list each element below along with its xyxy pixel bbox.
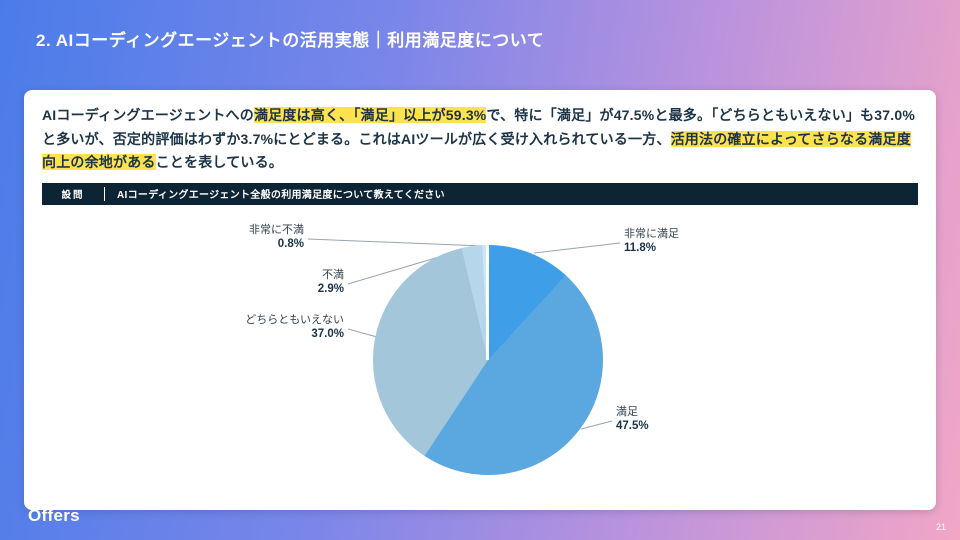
question-divider xyxy=(104,186,105,201)
summary-text: AIコーディングエージェントへの満足度は高く、「満足」以上が59.3%で、特に「… xyxy=(42,107,916,171)
offers-logo: Offers xyxy=(28,506,80,525)
pie-chart-area: 非常に満足 11.8% 満足 47.5% どちらともいえない 37.0% 不満 … xyxy=(24,205,936,497)
pie-label-very-dissatisfied: 非常に不満 0.8% xyxy=(249,223,304,251)
pie-label-dissatisfied: 不満 2.9% xyxy=(317,268,344,296)
pie-start-divider xyxy=(486,244,489,360)
page-number: 21 xyxy=(935,522,946,532)
question-bar: 設問 AIコーディングエージェント全般の利用満足度について教えてください xyxy=(42,182,918,205)
pie-label-very-satisfied: 非常に満足 11.8% xyxy=(624,227,679,255)
question-label: 設問 xyxy=(61,189,85,201)
question-text: AIコーディングエージェント全般の利用満足度について教えてください xyxy=(117,190,445,202)
pie-label-neutral: どちらともいえない 37.0% xyxy=(245,313,344,341)
page-title: 2. AIコーディングエージェントの活用実態｜利用満足度について xyxy=(36,31,545,50)
pie-label-satisfied: 満足 47.5% xyxy=(616,405,649,433)
content-card: AIコーディングエージェントへの満足度は高く、「満足」以上が59.3%で、特に「… xyxy=(24,90,936,510)
